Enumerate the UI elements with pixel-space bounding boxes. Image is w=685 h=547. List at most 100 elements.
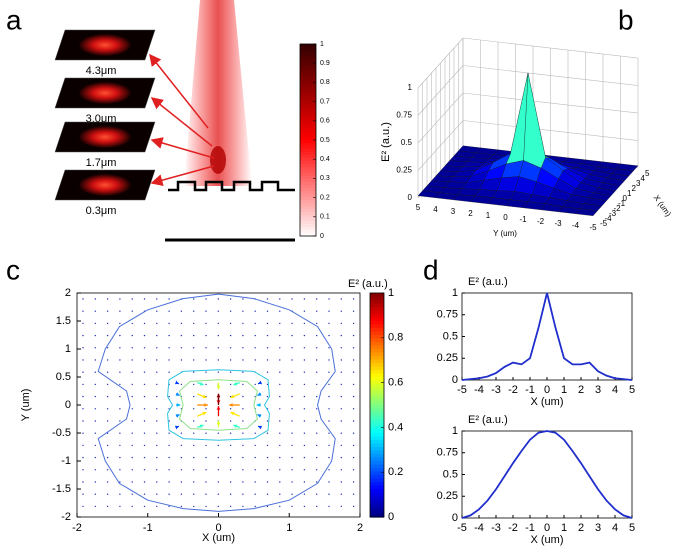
y-tick-label: 1	[452, 287, 458, 299]
field-dot	[131, 493, 133, 495]
colorbar-cell	[370, 426, 384, 431]
field-dot	[279, 310, 281, 312]
field-dot	[143, 395, 146, 398]
arrow	[150, 97, 213, 147]
colorbar-cell	[370, 307, 384, 312]
colorbar-cell	[300, 152, 316, 156]
field-dot	[143, 493, 146, 495]
field-dot	[156, 444, 158, 447]
arrow	[197, 411, 207, 417]
field-dot	[328, 383, 330, 386]
field-dot	[291, 334, 293, 337]
colorbar-cell	[300, 167, 316, 171]
colorbar-cell	[300, 104, 316, 108]
field-dot	[119, 444, 121, 447]
field-dot	[193, 383, 195, 386]
field-dot	[340, 371, 342, 373]
field-dot	[229, 322, 232, 325]
colorbar-cell	[370, 471, 384, 476]
x-tick-label: 5	[645, 169, 650, 178]
field-dot	[340, 432, 342, 434]
field-dot	[303, 456, 306, 459]
colorbar-cell	[370, 443, 384, 448]
field-dot	[106, 469, 109, 471]
field-dot	[316, 334, 318, 337]
arrow	[216, 382, 221, 390]
x-tick-label: 5	[629, 522, 635, 534]
colorbar-cell	[300, 191, 316, 195]
field-dot	[106, 481, 109, 483]
colorbar-cell	[370, 401, 384, 406]
field-dot	[82, 481, 84, 483]
field-dot	[193, 481, 195, 483]
field-dot	[316, 310, 318, 312]
field-dot	[119, 420, 121, 422]
field-dot	[279, 298, 281, 300]
field-dot	[291, 469, 293, 471]
field-dot	[82, 420, 84, 422]
field-dot	[131, 481, 133, 483]
grid-line	[462, 120, 639, 141]
field-dot	[316, 420, 318, 422]
field-dot	[217, 359, 219, 361]
field-dot	[82, 310, 84, 312]
arrow	[257, 392, 262, 397]
field-dot	[193, 456, 195, 459]
field-dot	[94, 444, 97, 447]
colorbar-cell	[370, 405, 384, 410]
colorbar-cell	[300, 68, 316, 72]
field-dot	[180, 493, 183, 495]
field-dot	[352, 493, 355, 495]
colorbar-cell	[370, 482, 384, 487]
field-dot	[352, 371, 355, 373]
colorbar-cell	[300, 119, 316, 123]
field-dot	[254, 334, 256, 337]
colorbar-cell	[370, 412, 384, 417]
field-dot	[279, 347, 281, 349]
field-dot	[193, 395, 195, 398]
field-dot	[205, 310, 207, 312]
arrow	[175, 413, 180, 418]
grid-line	[417, 65, 464, 116]
field-dot	[266, 322, 269, 325]
field-dot	[254, 310, 256, 312]
x-tick-label: -2	[508, 384, 518, 396]
field-dot	[82, 493, 84, 495]
chart-title: E² (a.u.)	[468, 276, 508, 288]
field-dot	[143, 456, 146, 459]
colorbar-cell	[370, 314, 384, 319]
field-dot	[316, 371, 318, 373]
x-tick-label: -4	[474, 522, 484, 534]
colorbar-cell	[370, 440, 384, 445]
y-tick-label: 0	[452, 512, 458, 524]
field-dot	[266, 493, 269, 495]
field-dot	[217, 444, 219, 447]
field-dot	[291, 383, 293, 386]
field-dot	[94, 493, 97, 495]
contour	[167, 369, 270, 441]
colorbar-tick-label: 0.1	[320, 214, 330, 221]
field-dot	[82, 322, 84, 325]
field-dot	[119, 408, 121, 410]
field-dot	[242, 395, 244, 398]
y-tick-label: -2	[61, 511, 71, 523]
colorbar-cell	[370, 310, 384, 315]
colorbar-tick-label: 0.4	[388, 421, 403, 433]
colorbar-cell	[370, 468, 384, 473]
field-dot	[94, 420, 97, 422]
field-dot	[316, 408, 318, 410]
y-tick-label: -2	[537, 217, 545, 226]
x-tick-label: -1	[525, 522, 535, 534]
field-dot	[316, 383, 318, 386]
field-dot	[242, 371, 244, 373]
x-axis-label: X (um)	[652, 193, 673, 218]
field-dot	[205, 347, 207, 349]
field-dot	[168, 408, 170, 410]
field-dot	[82, 505, 84, 508]
arrow	[230, 411, 240, 417]
field-dot	[303, 371, 306, 373]
field-dot	[352, 334, 355, 337]
field-dot	[119, 334, 121, 337]
field-dot	[156, 493, 158, 495]
field-dot	[205, 298, 207, 300]
